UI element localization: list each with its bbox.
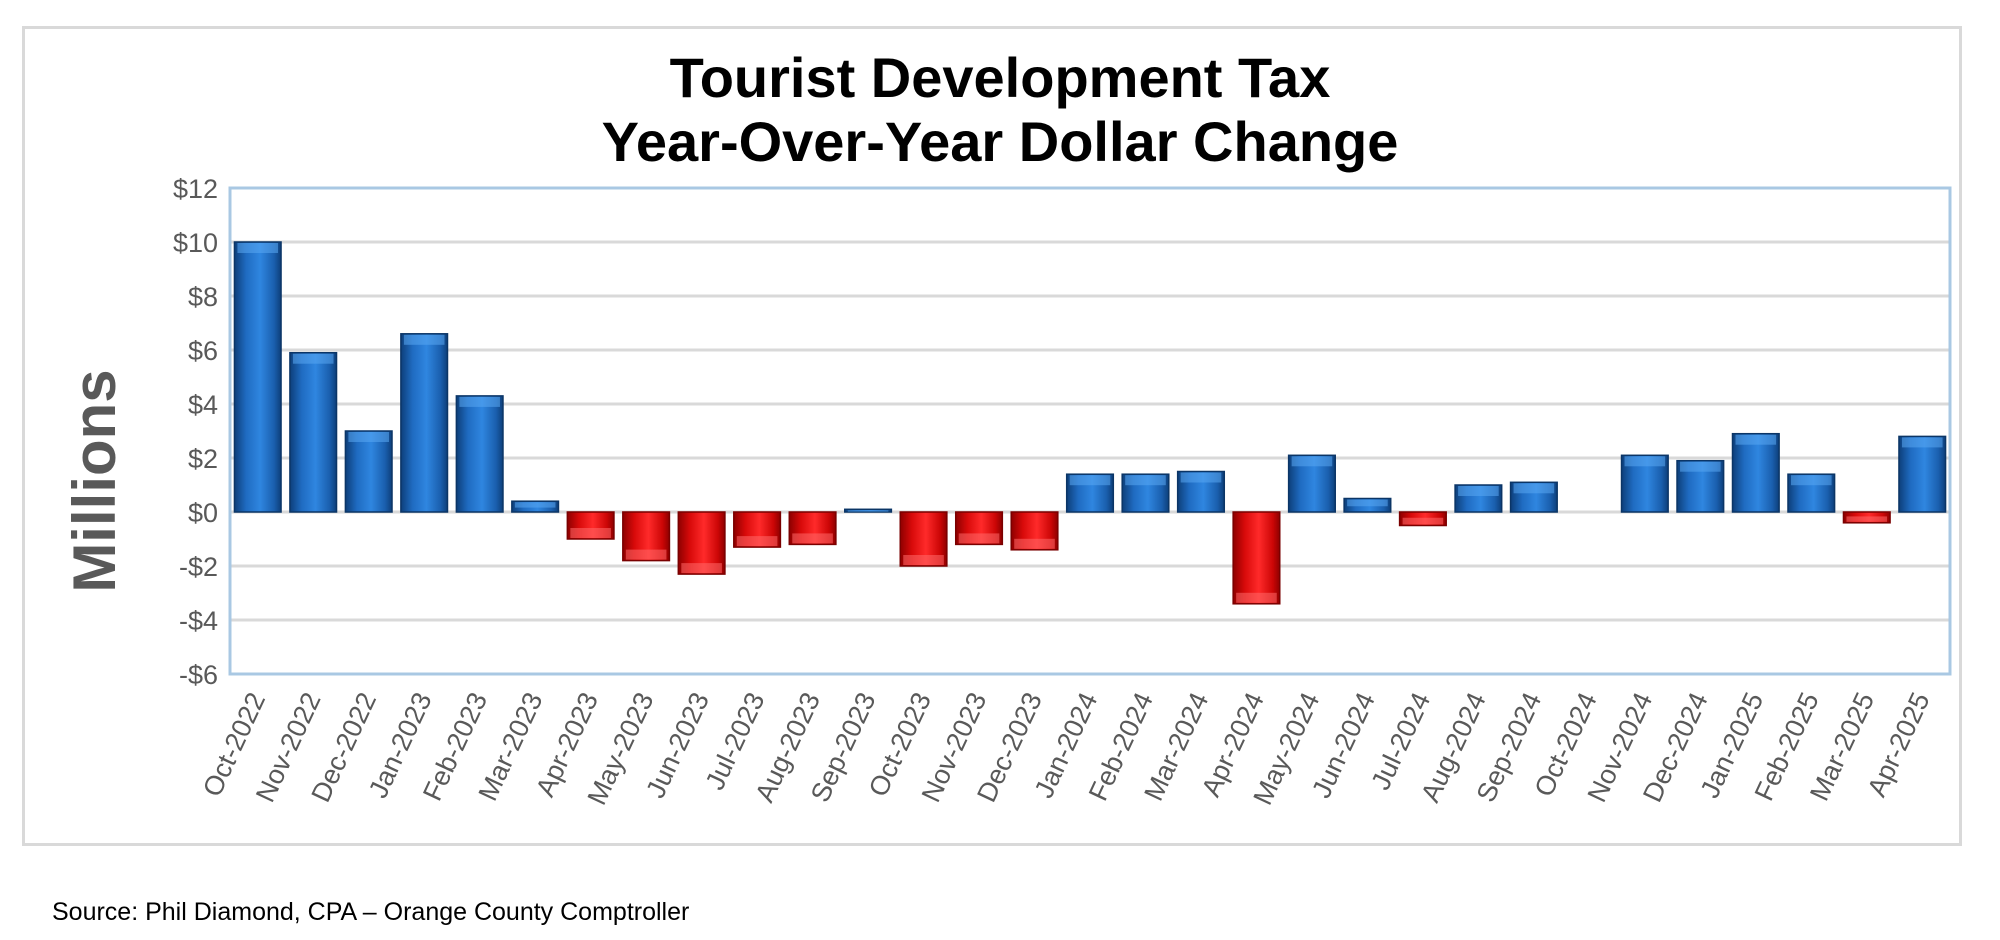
y-tick-label: -$2 xyxy=(179,552,218,582)
bar-bevel xyxy=(1347,499,1388,507)
bar xyxy=(1731,432,1780,513)
bar-body xyxy=(344,430,393,513)
bar xyxy=(1065,473,1115,513)
bar xyxy=(1287,454,1336,513)
bar-body xyxy=(1731,432,1780,513)
bar-bevel xyxy=(237,243,279,253)
bar xyxy=(1842,511,1891,524)
y-tick-label: $8 xyxy=(188,282,218,312)
y-tick-labels: $12 $10 $8 $6 $4 $2 $0 -$2 -$4 -$6 xyxy=(173,174,218,690)
bar-bevel xyxy=(1125,475,1166,486)
chart-title-line2: Year-Over-Year Dollar Change xyxy=(602,110,1399,173)
bar xyxy=(1010,511,1059,551)
y-tick-label: -$6 xyxy=(179,660,218,690)
bar-bevel xyxy=(736,536,778,547)
bar-bevel xyxy=(1291,456,1333,467)
bar-bevel xyxy=(403,334,445,345)
y-tick-label: $0 xyxy=(188,498,218,528)
bar-bevel xyxy=(1901,437,1943,448)
plot-area-border xyxy=(228,186,1952,676)
y-tick-label: $10 xyxy=(173,228,218,258)
bar-bevel xyxy=(681,563,722,574)
bar xyxy=(1121,473,1170,513)
bar xyxy=(1620,454,1669,513)
bar xyxy=(788,511,837,546)
bar-body xyxy=(233,241,282,513)
bar xyxy=(954,511,1004,546)
bar xyxy=(1898,435,1947,513)
y-tick-label: $6 xyxy=(188,336,218,366)
bar-bevel xyxy=(570,528,611,538)
bar-bevel xyxy=(1069,475,1111,486)
bar-bevel xyxy=(1735,434,1777,445)
bar-bevel xyxy=(1458,486,1499,496)
bar-bevel xyxy=(903,555,944,565)
bar-bevel xyxy=(958,533,1000,544)
bar-body xyxy=(1898,435,1947,513)
bar-bevel xyxy=(1402,517,1444,525)
chart-frame: Tourist Development Tax Year-Over-Year D… xyxy=(22,26,1962,846)
x-tick-labels: Oct-2022Nov-2022Dec-2022Jan-2023Feb-2023… xyxy=(197,688,1936,810)
bar-body xyxy=(400,333,449,513)
bar xyxy=(289,351,338,513)
bar xyxy=(511,500,560,513)
bar-bevel xyxy=(1846,516,1888,522)
bars xyxy=(233,241,1947,605)
bar-body xyxy=(455,395,504,513)
bar xyxy=(1454,484,1503,513)
bar-bevel xyxy=(625,549,667,560)
y-tick-label: $12 xyxy=(173,174,218,204)
bar xyxy=(344,430,393,513)
bar xyxy=(233,241,282,513)
bar-bevel xyxy=(1680,461,1721,472)
bar xyxy=(733,511,782,548)
bar xyxy=(622,511,671,562)
chart-svg: Tourist Development Tax Year-Over-Year D… xyxy=(61,46,1952,810)
y-tick-label: $2 xyxy=(188,444,218,474)
bar xyxy=(1676,459,1725,513)
bar-bevel xyxy=(1513,483,1555,494)
bar-bevel xyxy=(514,502,556,508)
bar-bevel xyxy=(792,533,833,544)
y-tick-label: $4 xyxy=(188,390,218,420)
bar xyxy=(677,511,726,575)
bar xyxy=(899,511,948,567)
bar-bevel xyxy=(1014,538,1055,549)
bar xyxy=(1176,470,1226,513)
bar xyxy=(1343,497,1392,513)
bar-body xyxy=(289,351,338,513)
bar xyxy=(844,508,893,513)
bar-bevel xyxy=(459,396,500,407)
bar xyxy=(400,333,449,513)
source-note: Source: Phil Diamond, CPA – Orange Count… xyxy=(52,898,690,926)
y-tick-label: -$4 xyxy=(179,606,218,636)
bar xyxy=(1509,481,1558,513)
bar-body xyxy=(1232,511,1281,605)
bar-bevel xyxy=(348,432,390,442)
bar-bevel xyxy=(1236,592,1277,603)
bar-bevel xyxy=(1624,456,1666,467)
bar xyxy=(455,395,504,513)
bar-bevel xyxy=(847,510,889,512)
y-axis-label: Millions xyxy=(61,369,128,592)
chart-title-line1: Tourist Development Tax xyxy=(670,46,1331,109)
bar-bevel xyxy=(1790,475,1832,486)
bar xyxy=(1787,473,1836,513)
bar-bevel xyxy=(292,353,334,364)
bar-bevel xyxy=(1180,472,1222,483)
bar xyxy=(566,511,615,540)
bar xyxy=(1398,511,1447,527)
bar xyxy=(1232,511,1281,605)
